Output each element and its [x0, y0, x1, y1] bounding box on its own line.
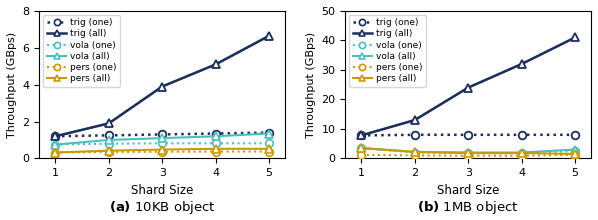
Text: $\mathbf{(a)}$ 10KB object: $\mathbf{(a)}$ 10KB object: [109, 199, 215, 216]
Y-axis label: Throughput (GBps): Throughput (GBps): [306, 32, 316, 138]
Y-axis label: Throughput (GBps): Throughput (GBps): [7, 32, 17, 138]
Legend: trig (one), trig (all), vola (one), vola (all), pers (one), pers (all): trig (one), trig (all), vola (one), vola…: [43, 15, 120, 87]
Legend: trig (one), trig (all), vola (one), vola (all), pers (one), pers (all): trig (one), trig (all), vola (one), vola…: [349, 15, 426, 87]
Text: $\mathbf{(b)}$ 1MB object: $\mathbf{(b)}$ 1MB object: [417, 199, 519, 216]
X-axis label: Shard Size: Shard Size: [131, 184, 193, 197]
X-axis label: Shard Size: Shard Size: [437, 184, 499, 197]
